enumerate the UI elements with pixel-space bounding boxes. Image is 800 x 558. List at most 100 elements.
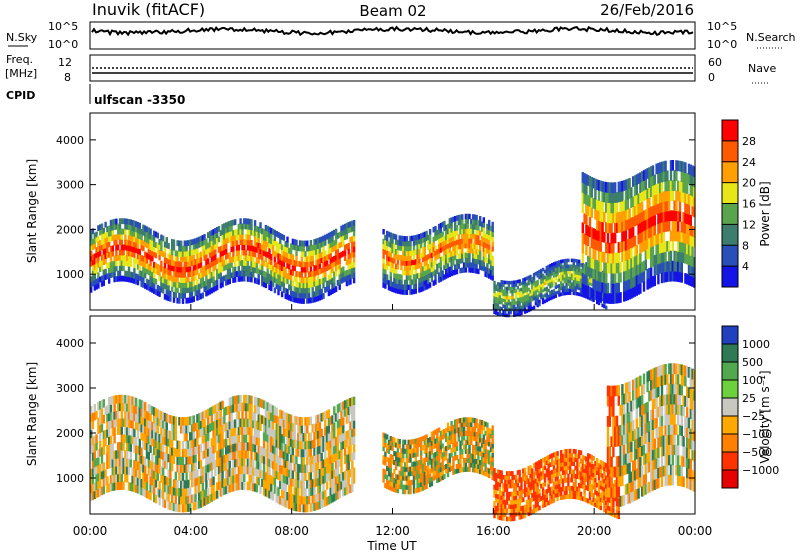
power-cell — [467, 223, 469, 228]
power-cell — [415, 279, 417, 284]
velocity-cell — [304, 488, 306, 496]
velocity-cell — [133, 429, 135, 437]
power-cell — [661, 182, 663, 193]
velocity-cell — [416, 452, 418, 457]
power-cell — [636, 245, 638, 256]
cpid-value: ulfscan -3350 — [94, 93, 185, 107]
power-cell — [654, 225, 656, 236]
power-cell — [353, 236, 355, 242]
velocity-cell — [308, 496, 310, 504]
velocity-cell — [229, 460, 231, 468]
power-cell — [650, 267, 652, 278]
velocity-cell — [402, 453, 404, 458]
velocity-cell — [399, 439, 401, 444]
velocity-cell — [178, 504, 180, 512]
power-cell — [582, 253, 584, 264]
power-colorbar-swatch-7 — [722, 120, 738, 141]
power-cell — [382, 229, 384, 234]
power-cell — [591, 187, 593, 198]
velocity-cell — [121, 474, 123, 482]
velocity-cell — [216, 490, 218, 498]
power-cell — [619, 272, 621, 283]
velocity-cell — [353, 420, 355, 428]
power-ytick-label-0: 1000 — [56, 268, 84, 281]
power-cell — [582, 243, 584, 254]
power-colorbar-tick-label-4: 20 — [742, 177, 756, 190]
velocity-cell — [342, 417, 344, 425]
velocity-cell — [99, 433, 101, 441]
velocity-cell — [175, 472, 177, 480]
nave-tick-top: 60 — [708, 56, 722, 69]
power-cell — [690, 215, 692, 226]
power-cell — [124, 234, 126, 240]
nsky-label: N.Sky — [6, 31, 38, 44]
power-cell — [322, 293, 324, 299]
power-cell — [115, 219, 117, 225]
power-heatmap — [90, 160, 696, 317]
power-cell — [160, 261, 162, 267]
power-cell — [456, 269, 458, 274]
power-cell — [639, 283, 641, 294]
velocity-cell — [243, 458, 245, 466]
power-ylabel: Slant Range [km] — [25, 159, 39, 263]
power-cell — [672, 160, 674, 171]
power-cell — [686, 183, 688, 194]
power-cell — [415, 284, 417, 289]
power-cell — [429, 234, 431, 239]
velocity-cell — [175, 432, 177, 440]
velocity-cell — [399, 444, 401, 449]
velocity-cell — [258, 437, 260, 445]
power-cell — [306, 267, 308, 273]
nave-label: Nave — [748, 62, 776, 75]
velocity-cell — [178, 449, 180, 457]
power-cell — [632, 227, 634, 238]
power-cell — [483, 227, 485, 232]
power-colorbar-tick-label-2: 12 — [742, 218, 756, 231]
velocity-cell — [106, 476, 108, 484]
power-cell — [115, 250, 117, 256]
velocity-cell — [230, 413, 232, 421]
power-colorbar-swatch-1 — [722, 245, 738, 266]
power-cell — [295, 240, 297, 246]
power-cell — [612, 243, 614, 254]
velocity-cell — [353, 452, 355, 460]
power-cell — [292, 254, 294, 260]
power-cell — [324, 240, 326, 246]
power-cell — [344, 250, 346, 256]
velocity-cell — [339, 490, 341, 498]
velocity-cell — [245, 411, 247, 419]
power-cell — [250, 240, 252, 246]
power-cell — [122, 250, 124, 256]
power-cell — [670, 170, 672, 181]
power-cell — [483, 222, 485, 227]
power-cell — [429, 282, 431, 287]
power-cell — [630, 187, 632, 198]
velocity-cell — [333, 422, 335, 430]
power-cell — [479, 255, 481, 260]
power-colorbar-tick-label-0: 4 — [742, 260, 749, 273]
power-cell — [600, 292, 602, 303]
velocity-cell — [117, 411, 119, 419]
power-cell — [492, 222, 494, 227]
velocity-cell — [234, 467, 236, 475]
power-cell — [465, 267, 467, 272]
power-colorbar-swatch-5 — [722, 162, 738, 183]
velocity-cell — [317, 462, 319, 470]
power-cell — [167, 243, 169, 249]
power-cell — [492, 270, 494, 275]
power-cell — [247, 260, 249, 266]
power-cell — [335, 271, 337, 277]
power-cell — [97, 283, 99, 289]
power-cell — [461, 214, 463, 219]
velocity-cell — [110, 404, 112, 412]
power-cell — [173, 245, 175, 251]
power-cell — [176, 287, 178, 293]
power-cell — [221, 282, 223, 288]
velocity-cell — [122, 481, 124, 489]
power-cell — [610, 223, 612, 234]
power-cell — [258, 237, 260, 243]
velocity-cell — [306, 425, 308, 433]
velocity-cell — [301, 425, 303, 433]
power-cell — [241, 234, 243, 240]
power-cell — [668, 221, 670, 232]
